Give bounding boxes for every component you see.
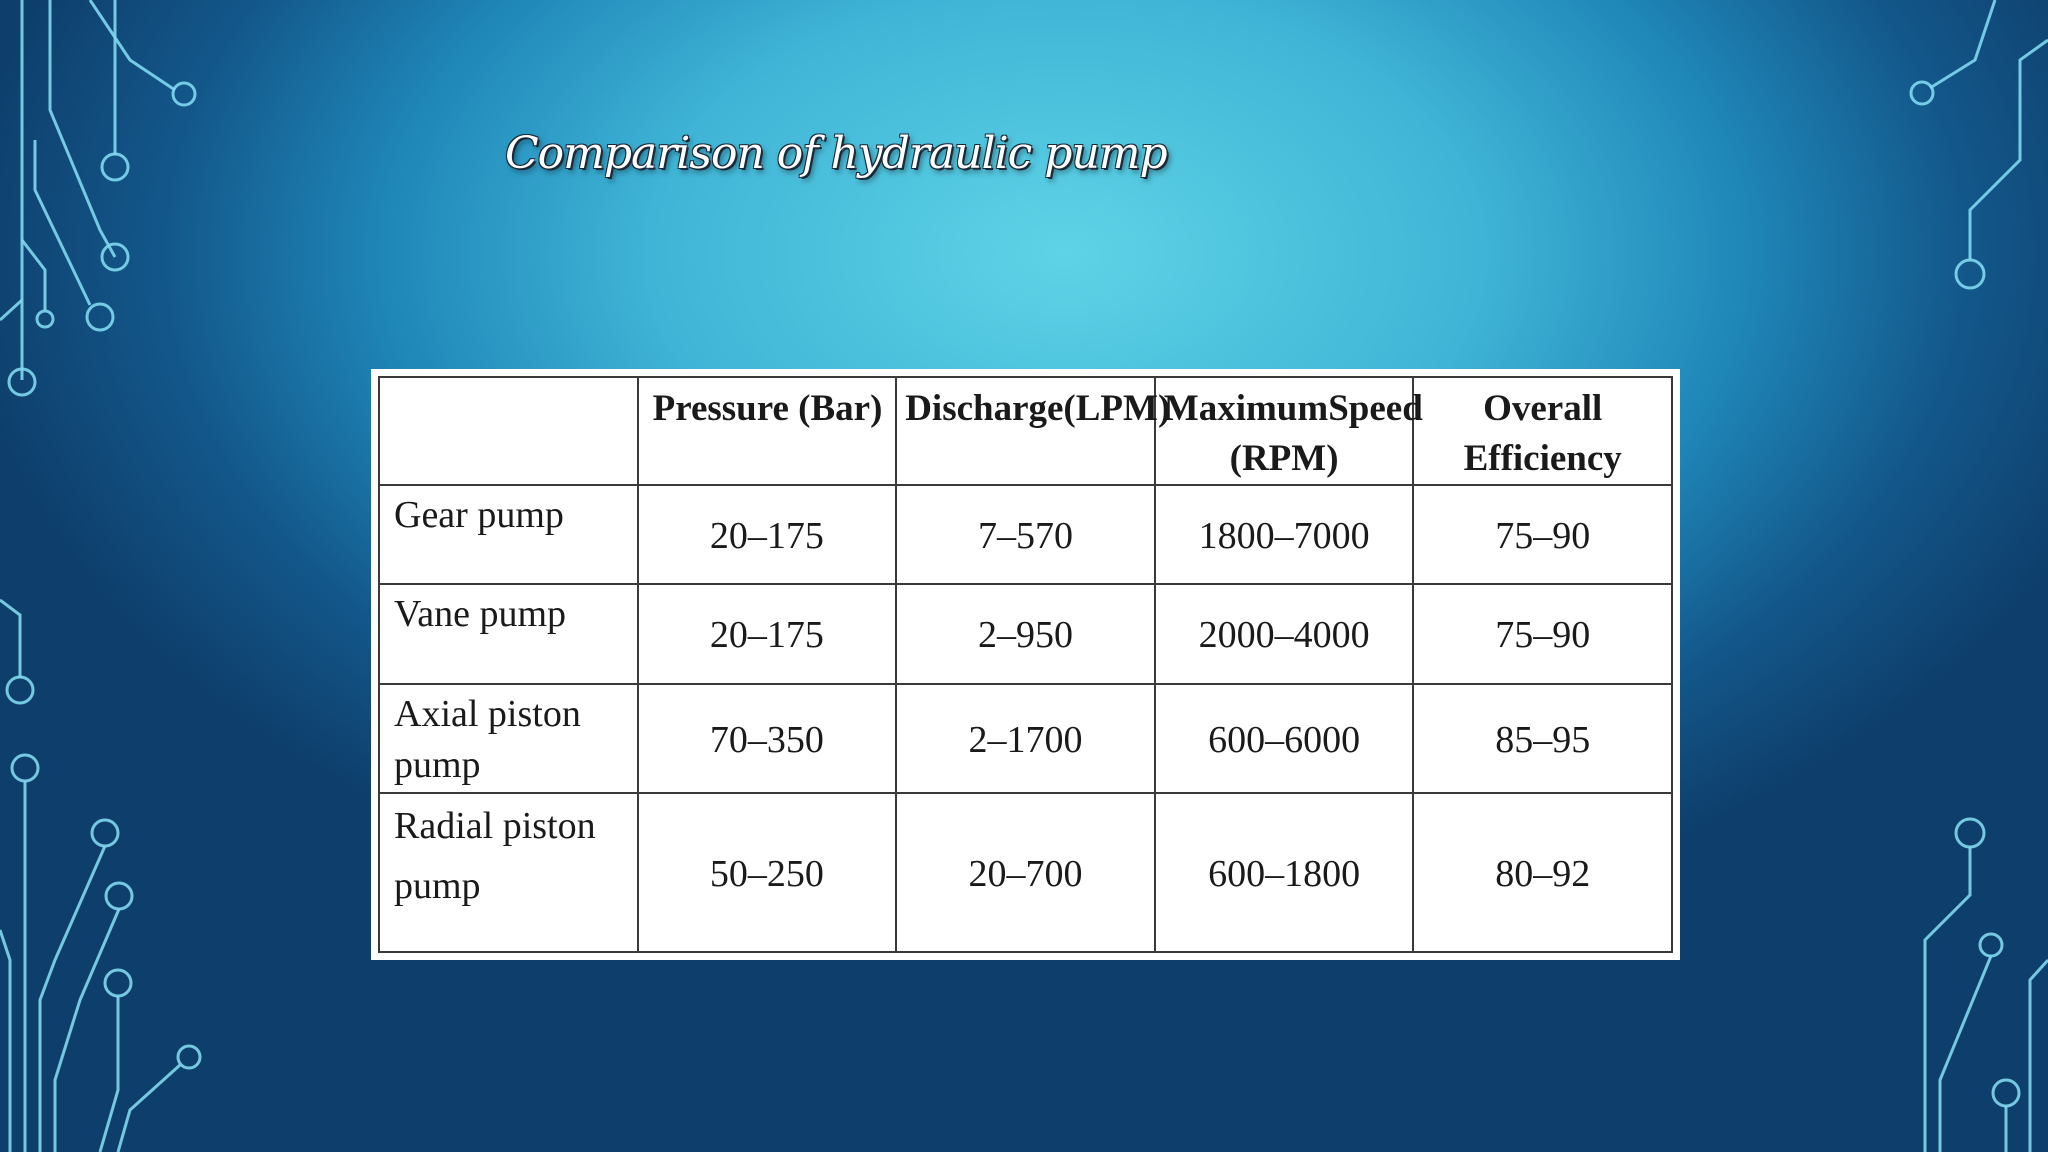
row-label: Gear pump bbox=[378, 484, 639, 586]
circuit-line bbox=[1938, 955, 1993, 1152]
circuit-node bbox=[103, 968, 133, 998]
circuit-line bbox=[48, 0, 117, 258]
comparison-table: Pressure (Bar) Discharge(LPM) MaximumSpe… bbox=[378, 375, 1673, 954]
header-cell-pressure: Pressure (Bar) bbox=[636, 375, 898, 487]
circuit-node bbox=[104, 881, 134, 911]
efficiency-cell: 85–95 bbox=[1412, 682, 1673, 794]
table-row: Vane pump 20–175 2–950 2000–4000 75–90 bbox=[378, 583, 1673, 685]
circuit-line bbox=[0, 929, 12, 1152]
circuit-line bbox=[1923, 847, 1972, 1152]
table-header-row: Pressure (Bar) Discharge(LPM) MaximumSpe… bbox=[378, 375, 1673, 487]
circuit-line bbox=[0, 598, 22, 678]
efficiency-cell: 75–90 bbox=[1412, 484, 1673, 586]
circuit-line bbox=[116, 1063, 182, 1152]
efficiency-cell: 75–90 bbox=[1412, 583, 1673, 685]
row-label: Radial piston pump bbox=[378, 791, 639, 954]
circuit-node bbox=[1991, 1078, 2021, 1108]
speed-cell: 600–6000 bbox=[1153, 682, 1415, 794]
circuit-node bbox=[1954, 817, 1986, 849]
pressure-cell: 20–175 bbox=[636, 484, 898, 586]
table-row: Radial piston pump 50–250 20–700 600–180… bbox=[378, 791, 1673, 954]
circuit-line bbox=[0, 298, 24, 322]
circuit-node bbox=[100, 242, 130, 272]
header-cell-efficiency: Overall Efficiency bbox=[1412, 375, 1673, 487]
speed-cell: 1800–7000 bbox=[1153, 484, 1415, 586]
pressure-cell: 50–250 bbox=[636, 791, 898, 954]
circuit-node bbox=[1909, 80, 1935, 106]
pressure-cell: 70–350 bbox=[636, 682, 898, 794]
discharge-cell: 2–950 bbox=[895, 583, 1156, 685]
circuit-line bbox=[53, 908, 121, 1152]
circuit-line bbox=[1929, 0, 1997, 90]
discharge-cell: 20–700 bbox=[895, 791, 1156, 954]
table-row: Gear pump 20–175 7–570 1800–7000 75–90 bbox=[378, 484, 1673, 586]
pressure-cell: 20–175 bbox=[636, 583, 898, 685]
circuit-line bbox=[2028, 958, 2048, 1152]
circuit-line bbox=[20, 239, 47, 310]
row-label: Vane pump bbox=[378, 583, 639, 685]
row-label: Axial piston pump bbox=[378, 682, 639, 794]
circuit-node bbox=[10, 753, 40, 783]
circuit-node bbox=[85, 302, 115, 332]
speed-cell: 600–1800 bbox=[1153, 791, 1415, 954]
circuit-node bbox=[171, 81, 197, 107]
efficiency-cell: 80–92 bbox=[1412, 791, 1673, 954]
discharge-cell: 7–570 bbox=[895, 484, 1156, 586]
header-cell-empty bbox=[378, 375, 639, 487]
comparison-table-frame: Pressure (Bar) Discharge(LPM) MaximumSpe… bbox=[371, 369, 1680, 960]
circuit-line bbox=[1968, 38, 2048, 260]
circuit-node bbox=[176, 1044, 202, 1070]
header-cell-speed: MaximumSpeed (RPM) bbox=[1153, 375, 1423, 487]
circuit-node bbox=[1978, 932, 2004, 958]
speed-cell: 2000–4000 bbox=[1153, 583, 1415, 685]
table-row: Axial piston pump 70–350 2–1700 600–6000… bbox=[378, 682, 1673, 794]
circuit-node bbox=[100, 152, 130, 182]
header-cell-discharge: Discharge(LPM) bbox=[895, 375, 1170, 487]
circuit-node bbox=[1954, 258, 1986, 290]
discharge-cell: 2–1700 bbox=[895, 682, 1156, 794]
circuit-line bbox=[98, 996, 120, 1152]
circuit-node bbox=[90, 818, 120, 848]
circuit-line bbox=[88, 0, 176, 92]
circuit-node bbox=[7, 367, 37, 397]
circuit-line bbox=[33, 140, 92, 306]
circuit-line bbox=[38, 845, 107, 1152]
circuit-node bbox=[35, 309, 55, 329]
circuit-node bbox=[5, 675, 35, 705]
slide-title: Comparison of hydraulic pump bbox=[505, 128, 1168, 179]
